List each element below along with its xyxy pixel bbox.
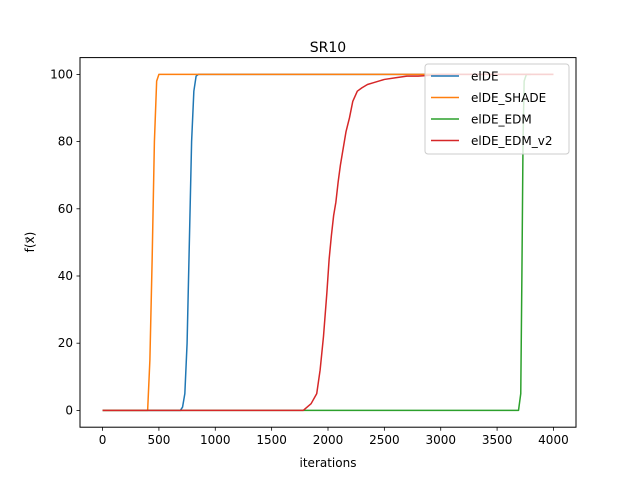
y-tick-label-4: 80 [58,135,73,149]
legend-box [424,63,570,155]
legend-label-1: elDE_SHADE [471,91,546,105]
x-axis-label: iterations [300,456,357,470]
y-axis-label: f(x⃗) [23,232,37,253]
x-axis: 0 500 1000 1500 2000 2500 3000 3500 4000 [99,427,569,447]
x-tick-label-8: 4000 [538,433,569,447]
series-line-1 [102,73,554,412]
x-tick-label-2: 1000 [200,433,231,447]
y-axis: 0 20 40 60 80 100 [50,67,80,417]
chart-title: SR10 [310,40,346,56]
x-tick-label-0: 0 [99,433,107,447]
y-tick-label-3: 60 [58,202,73,216]
y-tick-label-5: 100 [50,67,73,81]
x-tick-label-6: 3000 [425,433,456,447]
legend: elDE elDE_SHADE elDE_EDM elDE_EDM_v2 [424,63,570,155]
x-tick-label-5: 2500 [369,433,400,447]
y-tick-label-2: 40 [58,269,73,283]
series-line-3 [102,73,554,412]
y-tick-label-0: 0 [65,403,73,417]
x-tick-label-4: 2000 [313,433,344,447]
x-tick-label-1: 500 [147,433,170,447]
legend-label-3: elDE_EDM_v2 [471,134,552,148]
x-tick-label-7: 3500 [482,433,513,447]
legend-label-0: elDE [471,70,499,84]
legend-label-2: elDE_EDM [471,113,532,127]
y-tick-label-1: 20 [58,336,73,350]
x-tick-label-3: 1500 [256,433,287,447]
